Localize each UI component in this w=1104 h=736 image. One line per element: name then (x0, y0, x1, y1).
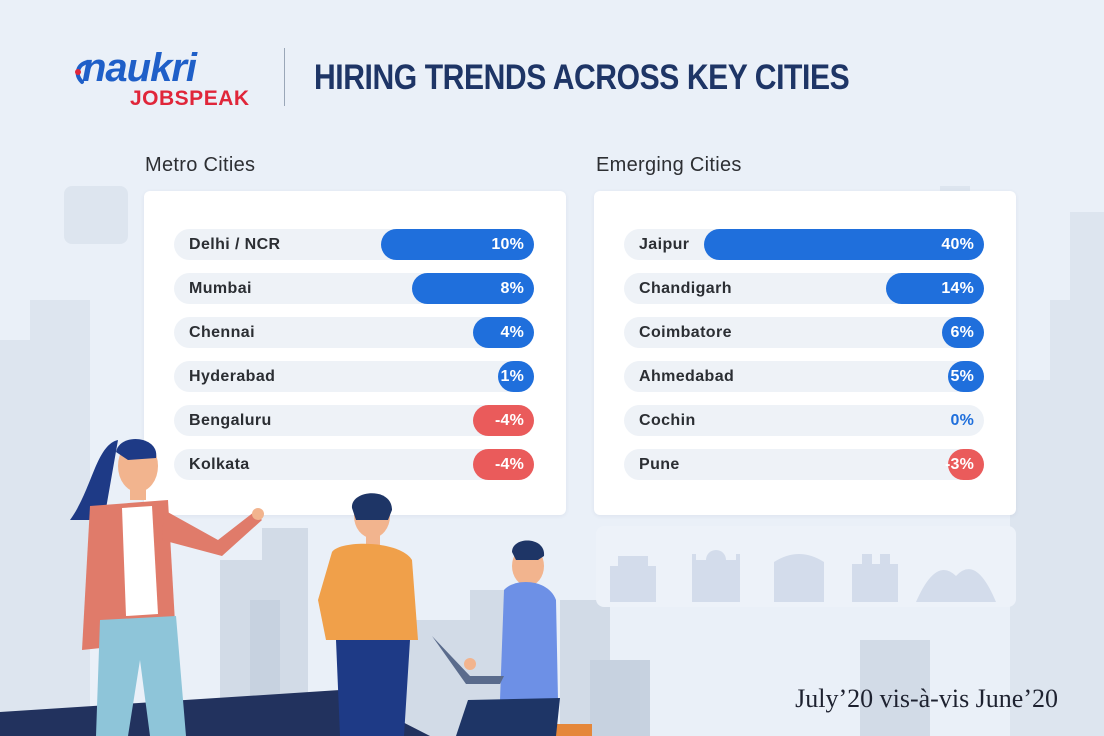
standing-man-figure (318, 493, 418, 736)
city-label: Coimbatore (639, 324, 732, 341)
value-label: 8% (500, 280, 524, 297)
value-bar (411, 273, 534, 304)
naukri-jobspeak-logo: naukri JOBSPEAK (72, 44, 252, 110)
emerging-row: Chandigarh 14% (624, 273, 984, 304)
city-label: Jaipur (639, 236, 690, 253)
metro-row: Delhi / NCR 10% (174, 229, 534, 260)
metro-section-title: Metro Cities (145, 154, 256, 176)
city-landmarks-icon (610, 550, 996, 602)
emerging-row: Cochin 0% (624, 405, 984, 436)
value-label: 1% (500, 368, 524, 385)
city-label: Chennai (189, 324, 255, 341)
metro-row: Mumbai 8% (174, 273, 534, 304)
brand-subtitle: JOBSPEAK (130, 87, 250, 110)
metro-chart-card: Delhi / NCR 10% Mumbai 8% Chennai 4% Hyderabad… (144, 191, 566, 515)
value-bar (381, 229, 534, 260)
value-bar (886, 273, 984, 304)
brand-name: naukri (82, 46, 197, 90)
value-bar (942, 317, 984, 348)
metro-row: Chennai 4% (174, 317, 534, 348)
city-label: Ahmedabad (639, 368, 735, 385)
seated-man-figure (432, 540, 560, 736)
header-divider (284, 48, 285, 106)
value-label: 14% (941, 280, 974, 297)
city-label: Kolkata (189, 456, 250, 473)
value-bar (704, 229, 984, 260)
city-label: Delhi / NCR (189, 236, 281, 253)
emerging-section-title: Emerging Cities (596, 154, 742, 176)
value-label: 10% (491, 236, 524, 253)
value-bar (472, 317, 534, 348)
city-label: Bengaluru (189, 412, 272, 429)
page-title: HIRING TRENDS ACROSS KEY CITIES (314, 58, 850, 97)
emerging-row: Pune -3% (624, 449, 984, 480)
value-bar (948, 449, 984, 480)
emerging-row: Ahmedabad 5% (624, 361, 984, 392)
city-label: Hyderabad (189, 368, 276, 385)
value-label: 0% (950, 412, 974, 429)
value-bar (948, 361, 984, 392)
value-label: 6% (950, 324, 974, 341)
city-label: Cochin (639, 412, 696, 429)
value-label: -3% (944, 456, 974, 473)
metro-row: Kolkata -4% (174, 449, 534, 480)
landmarks-illustration (596, 526, 1016, 607)
value-bar (498, 361, 534, 392)
value-label: 5% (950, 368, 974, 385)
footnote: July’20 vis-à-vis June’20 (795, 684, 1058, 713)
city-label: Mumbai (189, 280, 252, 297)
value-label: -4% (494, 412, 524, 429)
value-bar (472, 449, 534, 480)
woman-figure (70, 439, 264, 736)
city-label: Chandigarh (639, 280, 732, 297)
city-label: Pune (639, 456, 680, 473)
value-label: -4% (494, 456, 524, 473)
value-bar (472, 405, 534, 436)
value-label: 4% (500, 324, 524, 341)
emerging-chart-card: Jaipur 40% Chandigarh 14% Coimbatore 6% Ahmeda… (594, 191, 1016, 515)
logo-swoosh-icon (75, 60, 90, 84)
emerging-row: Jaipur 40% (624, 229, 984, 260)
value-label: 40% (941, 236, 974, 253)
metro-row: Bengaluru -4% (174, 405, 534, 436)
emerging-row: Coimbatore 6% (624, 317, 984, 348)
metro-row: Hyderabad 1% (174, 361, 534, 392)
